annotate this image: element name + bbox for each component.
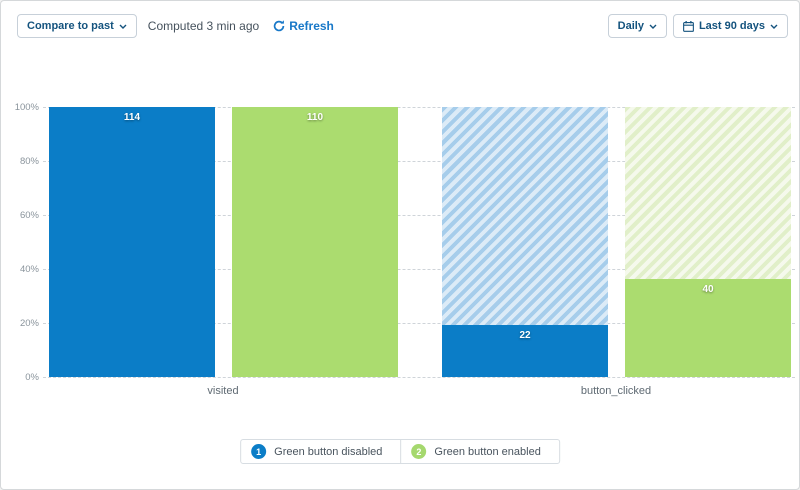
granularity-dropdown[interactable]: Daily xyxy=(607,14,667,38)
bar-segment[interactable] xyxy=(625,278,791,377)
chevron-down-icon xyxy=(770,24,778,29)
chevron-down-icon xyxy=(119,24,127,29)
series-1-badge: 1 xyxy=(251,444,267,459)
compare-to-past-button[interactable]: Compare to past xyxy=(17,14,137,38)
refresh-label: Refresh xyxy=(289,19,334,33)
computed-status-text: Computed 3 min ago xyxy=(147,19,260,33)
y-axis-tick-label: 40% xyxy=(19,264,39,275)
chart-legend: 1 Green button disabled 2 Green button e… xyxy=(240,439,560,464)
gridline xyxy=(43,107,795,108)
refresh-icon xyxy=(273,20,285,32)
date-range-label: Last 90 days xyxy=(698,20,765,32)
legend-item-green-button-disabled[interactable]: 1 Green button disabled xyxy=(241,440,400,463)
bar-segment[interactable] xyxy=(442,324,608,377)
series-1-label: Green button disabled xyxy=(274,445,383,458)
y-axis-tick-label: 60% xyxy=(19,210,39,221)
y-axis-tick-label: 0% xyxy=(25,372,39,383)
granularity-label: Daily xyxy=(617,20,644,32)
funnel-bar-chart: 0% 20% 40% 60% 80% 100% 114 110 visited 22 40 butto… xyxy=(1,1,799,411)
gridline xyxy=(43,377,795,378)
gridline xyxy=(43,323,795,324)
x-axis-category-label: visited xyxy=(207,385,239,397)
refresh-link[interactable]: Refresh xyxy=(273,19,334,33)
bar-segment[interactable] xyxy=(49,107,215,377)
toolbar-right: Daily Last 90 days xyxy=(607,14,788,38)
gridline xyxy=(43,269,795,270)
chevron-down-icon xyxy=(649,24,657,29)
y-axis-tick-label: 100% xyxy=(14,102,39,113)
bar-segment[interactable] xyxy=(232,107,398,377)
date-range-dropdown[interactable]: Last 90 days xyxy=(672,14,788,38)
y-axis-tick-label: 80% xyxy=(19,156,39,167)
compare-to-past-label: Compare to past xyxy=(27,20,114,32)
gridline xyxy=(43,161,795,162)
series-1-number: 1 xyxy=(256,446,262,457)
calendar-icon xyxy=(683,20,694,32)
series-2-number: 2 xyxy=(416,446,422,457)
series-2-badge: 2 xyxy=(411,444,427,459)
toolbar: Compare to past Computed 3 min ago Refre… xyxy=(17,14,788,38)
gridline xyxy=(43,215,795,216)
series-2-label: Green button enabled xyxy=(434,445,541,458)
legend-item-green-button-enabled[interactable]: 2 Green button enabled xyxy=(400,440,558,463)
y-axis-tick-label: 20% xyxy=(19,318,39,329)
x-axis-category-label: button_clicked xyxy=(580,385,652,397)
